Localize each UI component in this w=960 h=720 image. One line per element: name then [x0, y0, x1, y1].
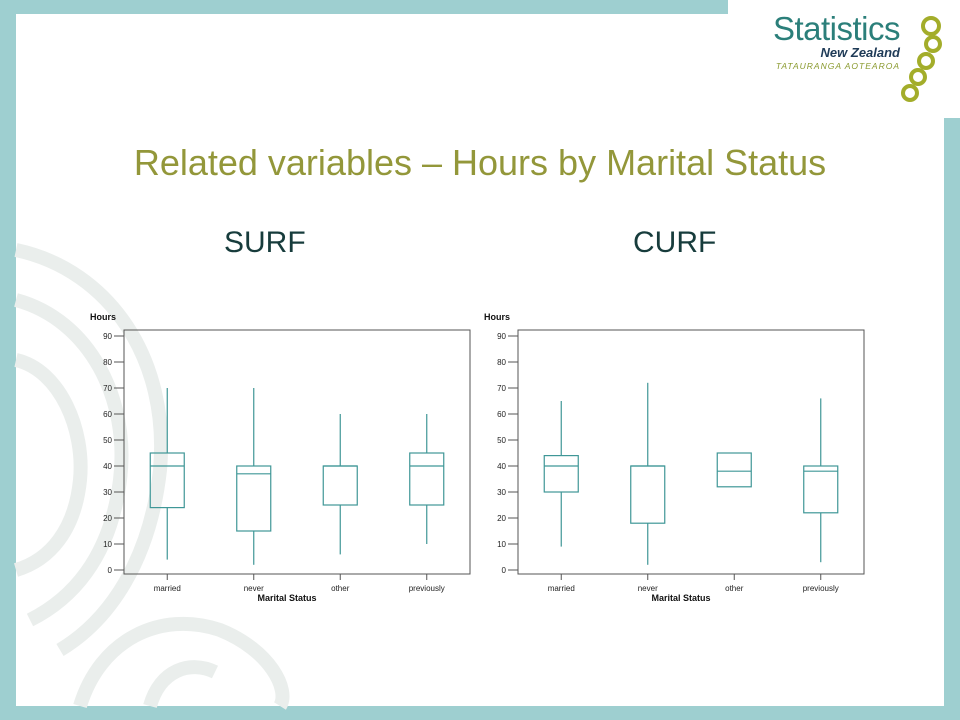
x-tick-label: other — [331, 584, 350, 593]
y-tick-label: 80 — [497, 358, 506, 367]
y-tick-label: 70 — [103, 384, 112, 393]
y-tick-label: 70 — [497, 384, 506, 393]
x-tick-label: married — [154, 584, 181, 593]
y-tick-label: 10 — [497, 540, 506, 549]
frame-bottom-bar — [0, 706, 960, 720]
surf-boxplot: Hours 0 10 20 30 40 50 60 70 80 90 married never othe… — [90, 312, 471, 603]
iqr-box — [630, 465, 666, 524]
y-tick-label: 20 — [497, 514, 506, 523]
y-axis-label: Hours — [90, 312, 116, 322]
y-tick-label: 40 — [103, 462, 112, 471]
y-tick-label: 20 — [103, 514, 112, 523]
y-tick-label: 50 — [103, 436, 112, 445]
box-other — [716, 452, 752, 488]
curf-boxplot: Hours 0 10 20 30 40 50 60 70 80 90 married never othe… — [484, 312, 865, 603]
box-other — [322, 414, 358, 555]
x-tick-label: previously — [409, 584, 445, 593]
box-never — [630, 382, 666, 565]
box-previously — [409, 414, 445, 544]
surf-label: SURF — [224, 226, 306, 259]
x-tick-label: never — [638, 584, 658, 593]
y-tick-label: 50 — [497, 436, 506, 445]
y-tick-label: 30 — [497, 488, 506, 497]
x-axis-label: Marital Status — [257, 593, 316, 603]
y-tick-label: 10 — [103, 540, 112, 549]
y-tick-label: 0 — [108, 566, 113, 575]
logo-subtitle: New Zealand — [820, 45, 900, 60]
x-axis-label: Marital Status — [651, 593, 710, 603]
y-tick-label: 90 — [497, 332, 506, 341]
iqr-box — [409, 452, 445, 506]
x-tick-label: other — [725, 584, 744, 593]
iqr-box — [236, 465, 272, 532]
plot-area — [123, 329, 471, 575]
y-tick-label: 40 — [497, 462, 506, 471]
iqr-box — [716, 452, 752, 488]
frame-right-bar — [944, 118, 960, 720]
x-tick-label: previously — [803, 584, 839, 593]
box-previously — [803, 398, 839, 563]
y-tick-label: 60 — [497, 410, 506, 419]
plot-area — [517, 329, 865, 575]
decorative-koru-pattern — [13, 243, 290, 710]
slide-title: Related variables – Hours by Marital Sta… — [133, 142, 827, 183]
x-tick-label: never — [244, 584, 264, 593]
box-married — [149, 388, 185, 560]
iqr-box — [803, 465, 839, 514]
logo-title: Statistics — [772, 10, 901, 47]
x-tick-label: married — [548, 584, 575, 593]
statistics-nz-logo: Statistics New Zealand TATAURANGA AOTEAR… — [772, 10, 901, 72]
curf-label: CURF — [633, 226, 717, 259]
y-tick-label: 0 — [502, 566, 507, 575]
box-married — [543, 401, 579, 547]
box-never — [236, 388, 272, 565]
y-tick-label: 90 — [103, 332, 112, 341]
logo-rings-icon — [901, 16, 942, 102]
y-tick-label: 60 — [103, 410, 112, 419]
y-tick-label: 30 — [103, 488, 112, 497]
iqr-box — [322, 465, 358, 506]
iqr-box — [543, 455, 579, 493]
y-tick-label: 80 — [103, 358, 112, 367]
iqr-box — [149, 452, 185, 509]
y-axis-label: Hours — [484, 312, 510, 322]
logo-maori-name: TATAURANGA AOTEAROA — [775, 61, 900, 71]
